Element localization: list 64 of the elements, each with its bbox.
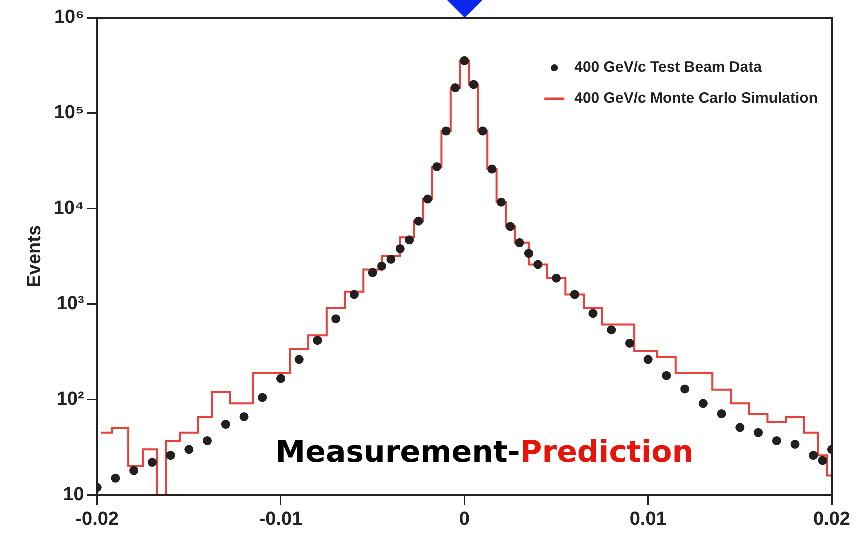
y-tick-label: 10³ [56,294,84,315]
point [414,216,424,226]
point [386,254,396,264]
point [607,326,616,335]
x-axis-title: Measurement-Prediction [276,435,694,470]
point [488,164,497,174]
point [450,83,460,92]
legend-label: 400 GeV/c Monte Carlo Simulation [574,90,818,108]
point [294,355,304,364]
point [350,290,359,300]
point [368,268,378,278]
point [442,126,451,136]
point [570,290,580,300]
y-axis-title: Events [24,225,46,288]
y-tick-label: 10⁴ [54,198,84,220]
y-tick-label: 10⁵ [54,102,84,124]
point [396,244,405,254]
point [184,445,194,454]
point [736,423,745,432]
point [717,409,726,418]
point [221,420,230,430]
x-tick-label: 0.01 [630,508,668,530]
point [148,458,157,468]
point [698,399,708,408]
point [313,336,322,346]
point [478,126,488,136]
y-tick-label: 10² [56,388,84,410]
point [203,436,212,446]
point [790,440,800,449]
x-tick-label: -0.02 [76,508,119,530]
point [460,56,470,66]
point [754,428,764,438]
point [809,451,818,460]
point [515,238,524,248]
point [240,412,249,422]
point [680,384,690,394]
point [469,80,478,90]
point [332,314,341,324]
y-tick-label: 10⁶ [54,7,84,28]
point [625,338,634,348]
point [276,374,286,384]
point [130,466,139,476]
point [588,309,598,318]
point [524,249,534,258]
point [405,236,414,245]
point [258,393,268,402]
point [111,474,120,483]
x-tick-label: 0.02 [814,508,850,530]
x-tick-label: 0 [459,508,470,530]
point [772,436,782,446]
point [662,371,672,380]
point [534,260,543,270]
point [166,451,176,460]
point [644,355,653,364]
x-tick-label: -0.01 [259,508,304,530]
point [423,194,432,204]
point [818,456,828,466]
point [378,262,387,271]
legend-label: 400 GeV/c Test Beam Data [574,59,763,76]
point [552,274,561,283]
point [496,198,506,207]
y-tick-label: 10 [63,484,84,506]
point [432,162,442,172]
point [506,222,516,232]
